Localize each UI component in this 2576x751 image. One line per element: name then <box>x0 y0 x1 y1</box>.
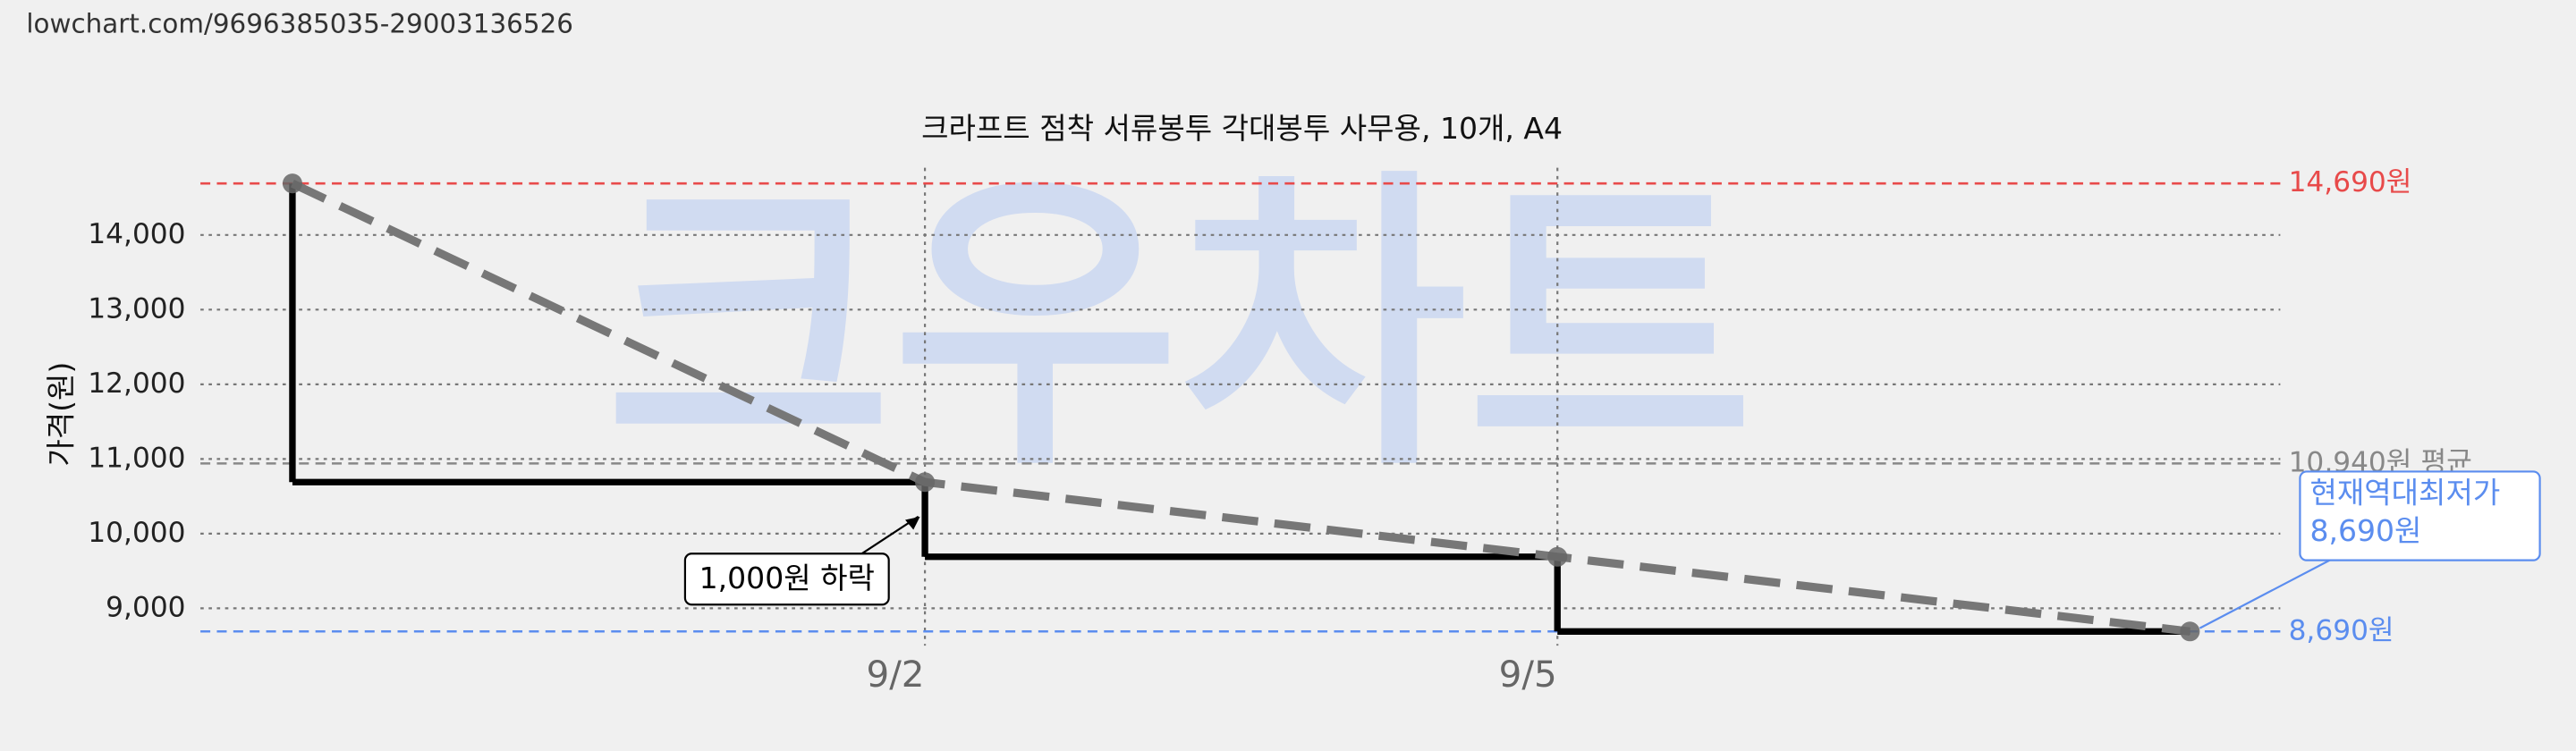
x-tick-label: 9/2 <box>867 653 925 696</box>
callout-arrow <box>2199 557 2334 629</box>
price-point <box>1547 546 1568 567</box>
price-point <box>915 472 936 493</box>
y-tick-label: 12,000 <box>88 367 185 400</box>
annotation-arrow <box>853 515 919 560</box>
annotation-box <box>683 553 890 606</box>
y-axis-label: 가격(원) <box>43 362 78 467</box>
reference-label: 8,690원 <box>2289 614 2394 646</box>
annotation-text: 1,000원 하락 <box>699 561 875 595</box>
y-tick-label: 14,000 <box>88 218 185 250</box>
page-url: lowchart.com/9696385035-29003136526 <box>26 8 573 38</box>
callout-value: 8,690원 <box>2309 513 2421 548</box>
y-tick-label: 11,000 <box>88 442 185 474</box>
price-point <box>2180 621 2200 642</box>
price-point <box>282 173 302 194</box>
y-tick-label: 9,000 <box>106 591 185 623</box>
trend-line <box>290 180 2190 636</box>
watermark: 크우차트 <box>606 145 1754 508</box>
chart-title: 크라프트 점착 서류봉투 각대봉투 사무용, 10개, A4 <box>921 111 1563 146</box>
callout-box <box>2299 470 2541 561</box>
x-tick-label: 9/5 <box>1499 653 1557 696</box>
annotation-arrowhead <box>905 516 920 530</box>
y-tick-label: 10,000 <box>88 517 185 549</box>
callout-title: 현재역대최저가 <box>2309 476 2500 511</box>
y-tick-label: 13,000 <box>88 292 185 325</box>
reference-label: 14,690원 <box>2289 166 2412 198</box>
